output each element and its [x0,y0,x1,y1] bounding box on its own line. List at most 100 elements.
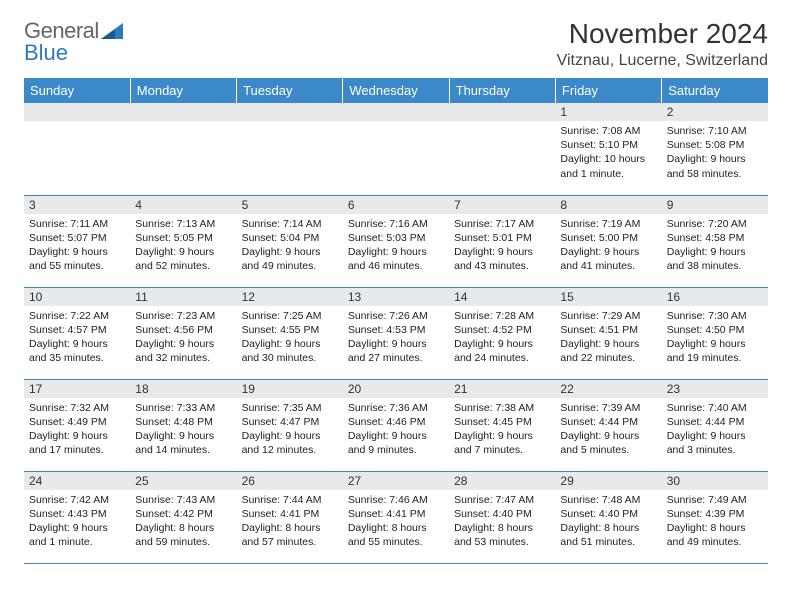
calendar-day-cell: 5Sunrise: 7:14 AMSunset: 5:04 PMDaylight… [237,195,343,287]
day-line: Daylight: 9 hours and 58 minutes. [667,152,763,180]
day-line: Daylight: 9 hours and 24 minutes. [454,337,550,365]
day-number: 26 [237,472,343,490]
day-line: Sunrise: 7:14 AM [242,217,338,231]
calendar-day-cell: 8Sunrise: 7:19 AMSunset: 5:00 PMDaylight… [555,195,661,287]
calendar-day-cell [237,103,343,195]
day-number [130,103,236,121]
day-number: 29 [555,472,661,490]
calendar-day-cell: 12Sunrise: 7:25 AMSunset: 4:55 PMDayligh… [237,287,343,379]
calendar-week-row: 10Sunrise: 7:22 AMSunset: 4:57 PMDayligh… [24,287,768,379]
day-line: Sunset: 5:10 PM [560,138,656,152]
calendar-day-cell: 11Sunrise: 7:23 AMSunset: 4:56 PMDayligh… [130,287,236,379]
day-line: Daylight: 8 hours and 59 minutes. [135,521,231,549]
day-line: Sunrise: 7:19 AM [560,217,656,231]
calendar-day-cell: 3Sunrise: 7:11 AMSunset: 5:07 PMDaylight… [24,195,130,287]
day-line: Daylight: 9 hours and 1 minute. [29,521,125,549]
calendar-body: 1Sunrise: 7:08 AMSunset: 5:10 PMDaylight… [24,103,768,563]
calendar-day-cell: 30Sunrise: 7:49 AMSunset: 4:39 PMDayligh… [662,471,768,563]
day-line: Daylight: 9 hours and 30 minutes. [242,337,338,365]
calendar-day-cell: 25Sunrise: 7:43 AMSunset: 4:42 PMDayligh… [130,471,236,563]
weekday-header: Monday [130,78,236,103]
day-line: Sunset: 4:53 PM [348,323,444,337]
day-line: Daylight: 10 hours and 1 minute. [560,152,656,180]
day-line: Sunrise: 7:36 AM [348,401,444,415]
day-line: Sunset: 4:48 PM [135,415,231,429]
day-line: Sunrise: 7:17 AM [454,217,550,231]
weekday-header: Sunday [24,78,130,103]
day-line: Sunset: 5:03 PM [348,231,444,245]
day-number [343,103,449,121]
day-number: 15 [555,288,661,306]
day-number: 10 [24,288,130,306]
day-line: Daylight: 9 hours and 32 minutes. [135,337,231,365]
calendar-day-cell: 10Sunrise: 7:22 AMSunset: 4:57 PMDayligh… [24,287,130,379]
day-number: 24 [24,472,130,490]
day-line: Sunrise: 7:16 AM [348,217,444,231]
day-line: Daylight: 8 hours and 57 minutes. [242,521,338,549]
day-body: Sunrise: 7:19 AMSunset: 5:00 PMDaylight:… [555,214,661,278]
calendar-table: SundayMondayTuesdayWednesdayThursdayFrid… [24,78,768,564]
day-number: 4 [130,196,236,214]
day-number: 1 [555,103,661,121]
weekday-header: Saturday [662,78,768,103]
day-number: 16 [662,288,768,306]
day-line: Sunset: 4:51 PM [560,323,656,337]
day-body: Sunrise: 7:33 AMSunset: 4:48 PMDaylight:… [130,398,236,462]
day-number: 17 [24,380,130,398]
day-line: Sunset: 4:42 PM [135,507,231,521]
day-line: Sunset: 4:45 PM [454,415,550,429]
day-number: 2 [662,103,768,121]
calendar-day-cell [24,103,130,195]
calendar-day-cell [343,103,449,195]
day-body [449,121,555,128]
day-line: Sunset: 4:44 PM [560,415,656,429]
calendar-day-cell: 26Sunrise: 7:44 AMSunset: 4:41 PMDayligh… [237,471,343,563]
day-number: 23 [662,380,768,398]
day-line: Sunset: 4:49 PM [29,415,125,429]
day-body [130,121,236,128]
day-line: Sunset: 5:05 PM [135,231,231,245]
day-body: Sunrise: 7:39 AMSunset: 4:44 PMDaylight:… [555,398,661,462]
calendar-day-cell: 22Sunrise: 7:39 AMSunset: 4:44 PMDayligh… [555,379,661,471]
calendar-day-cell: 7Sunrise: 7:17 AMSunset: 5:01 PMDaylight… [449,195,555,287]
day-line: Daylight: 9 hours and 38 minutes. [667,245,763,273]
day-number [24,103,130,121]
day-line: Sunset: 4:46 PM [348,415,444,429]
day-line: Daylight: 9 hours and 22 minutes. [560,337,656,365]
day-line: Sunrise: 7:23 AM [135,309,231,323]
calendar-day-cell: 16Sunrise: 7:30 AMSunset: 4:50 PMDayligh… [662,287,768,379]
day-line: Daylight: 9 hours and 5 minutes. [560,429,656,457]
day-number: 13 [343,288,449,306]
calendar-day-cell: 4Sunrise: 7:13 AMSunset: 5:05 PMDaylight… [130,195,236,287]
day-line: Sunset: 4:44 PM [667,415,763,429]
calendar-week-row: 24Sunrise: 7:42 AMSunset: 4:43 PMDayligh… [24,471,768,563]
calendar-day-cell: 28Sunrise: 7:47 AMSunset: 4:40 PMDayligh… [449,471,555,563]
calendar-day-cell: 13Sunrise: 7:26 AMSunset: 4:53 PMDayligh… [343,287,449,379]
day-number: 12 [237,288,343,306]
day-line: Sunset: 4:55 PM [242,323,338,337]
day-line: Sunrise: 7:43 AM [135,493,231,507]
day-line: Daylight: 9 hours and 7 minutes. [454,429,550,457]
day-line: Sunset: 5:01 PM [454,231,550,245]
day-line: Sunset: 4:58 PM [667,231,763,245]
day-line: Sunset: 4:40 PM [454,507,550,521]
day-body: Sunrise: 7:43 AMSunset: 4:42 PMDaylight:… [130,490,236,554]
day-number: 21 [449,380,555,398]
day-body: Sunrise: 7:14 AMSunset: 5:04 PMDaylight:… [237,214,343,278]
day-line: Sunrise: 7:26 AM [348,309,444,323]
brand-part2: Blue [24,40,68,65]
calendar-day-cell: 27Sunrise: 7:46 AMSunset: 4:41 PMDayligh… [343,471,449,563]
day-body: Sunrise: 7:11 AMSunset: 5:07 PMDaylight:… [24,214,130,278]
day-number: 18 [130,380,236,398]
day-line: Sunrise: 7:39 AM [560,401,656,415]
day-line: Sunrise: 7:44 AM [242,493,338,507]
day-line: Sunrise: 7:35 AM [242,401,338,415]
day-line: Daylight: 9 hours and 19 minutes. [667,337,763,365]
day-line: Daylight: 9 hours and 12 minutes. [242,429,338,457]
day-line: Sunset: 5:08 PM [667,138,763,152]
brand-logo-line2: Blue [24,40,68,66]
day-line: Sunrise: 7:32 AM [29,401,125,415]
day-line: Daylight: 9 hours and 52 minutes. [135,245,231,273]
day-number: 25 [130,472,236,490]
day-line: Daylight: 9 hours and 14 minutes. [135,429,231,457]
